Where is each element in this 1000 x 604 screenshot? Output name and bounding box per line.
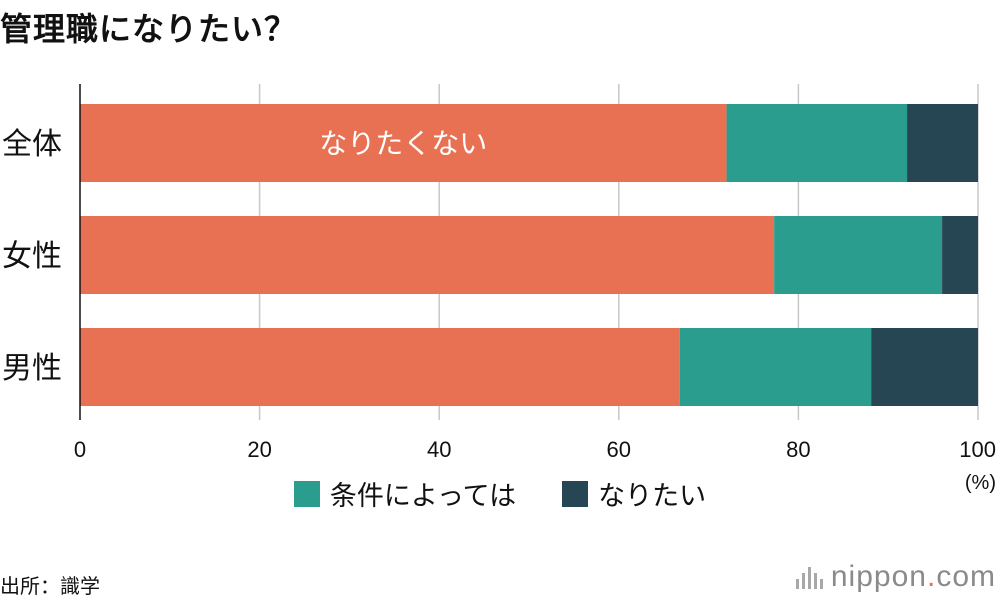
- bar-1-2: [679, 328, 872, 406]
- bar-0-2: [80, 328, 680, 406]
- category-label: 男性: [2, 351, 62, 386]
- x-tick-label: 80: [786, 437, 810, 462]
- bar-0-1: [80, 216, 775, 294]
- legend-label: 条件によっては: [329, 481, 517, 512]
- nippon-logo: nippon.com: [795, 560, 996, 594]
- x-tick-label: 40: [427, 437, 451, 462]
- source-note: 出所：識学: [0, 574, 100, 598]
- bar-2-1: [942, 216, 978, 294]
- logo-text: nippon.com: [830, 560, 996, 593]
- x-tick-label: 20: [247, 437, 271, 462]
- chart-title: 管理職になりたい？: [0, 10, 298, 48]
- bar-2-0: [907, 104, 978, 182]
- category-label: 女性: [2, 239, 62, 274]
- x-tick-label: 100: [959, 437, 996, 462]
- x-unit-label: (%): [965, 472, 996, 494]
- x-tick-label: 60: [607, 437, 631, 462]
- legend-swatch: [293, 480, 320, 507]
- x-tick-label: 0: [74, 437, 86, 462]
- category-label: 全体: [2, 127, 62, 162]
- legend-item-want: なりたい: [562, 474, 706, 513]
- legend-label: なりたい: [598, 481, 707, 512]
- bar-1-1: [774, 216, 943, 294]
- legend-swatch: [562, 480, 589, 507]
- bar-1-0: [726, 104, 908, 182]
- bar-2-2: [871, 328, 978, 406]
- inline-series-label: なりたくない: [319, 127, 487, 160]
- bar-0-0: [80, 104, 727, 182]
- legend-item-conditional: 条件によっては: [293, 474, 517, 513]
- logo-bars-icon: [795, 565, 823, 589]
- legend: 条件によっては なりたい: [0, 474, 1000, 513]
